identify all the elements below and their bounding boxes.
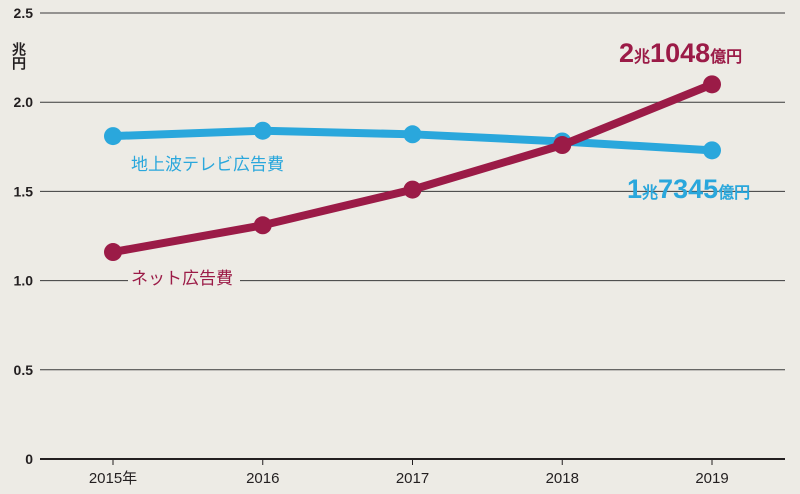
series-label-tv: 地上波テレビ広告費 [131, 155, 284, 174]
data-point-tv-1 [253, 121, 272, 140]
annotation-net-trillion-unit: 兆 [634, 48, 650, 66]
y-tick-label-3: 1.5 [14, 183, 34, 199]
data-point-net-2 [403, 180, 422, 199]
annotation-net-rest-unit: 億円 [710, 47, 742, 66]
series-label-tv-bg [128, 150, 306, 176]
annotation-tv-end: 1兆7345億円 [627, 174, 750, 204]
annotation-tv-rest-unit: 億円 [718, 183, 750, 202]
x-tick-label-3: 2018 [546, 470, 579, 487]
data-point-net-1 [253, 216, 272, 235]
data-point-tv-4 [703, 141, 721, 160]
x-tick-label-2: 2017 [396, 470, 429, 487]
y-tick-label-4: 2.0 [14, 94, 34, 110]
y-unit-label: 兆円 [11, 42, 27, 71]
y-tick-label-1: 0.5 [14, 362, 34, 378]
series-label-net: ネット広告費 [131, 269, 233, 288]
y-tick-label-2: 1.0 [14, 273, 34, 289]
annotation-net-end: 2兆1048億円 [619, 38, 742, 68]
annotation-net-rest: 1048 [650, 38, 710, 68]
data-point-tv-0 [104, 127, 122, 146]
annotation-tv-trillion: 1 [627, 174, 642, 204]
data-point-net-0 [104, 243, 122, 262]
annotation-net-trillion: 2 [619, 38, 634, 68]
data-point-net-3 [553, 136, 572, 155]
annotation-tv-trillion-unit: 兆 [642, 184, 658, 202]
y-tick-label-0: 0 [25, 451, 33, 467]
data-point-net-4 [703, 75, 721, 94]
annotation-tv-rest: 7345 [658, 174, 718, 204]
x-tick-label-1: 2016 [246, 470, 279, 487]
series-group [104, 75, 721, 262]
y-tick-label-5: 2.5 [14, 5, 34, 21]
x-tick-label-0: 2015年 [89, 470, 137, 487]
data-point-tv-2 [403, 125, 422, 144]
x-tick-label-4: 2019 [695, 470, 728, 487]
y-axis: 0 0.5 1.0 1.5 2.0 2.5 [14, 5, 34, 467]
x-axis: 2015年 2016 2017 2018 2019 [89, 459, 729, 487]
series-label-net-bg [128, 265, 240, 291]
